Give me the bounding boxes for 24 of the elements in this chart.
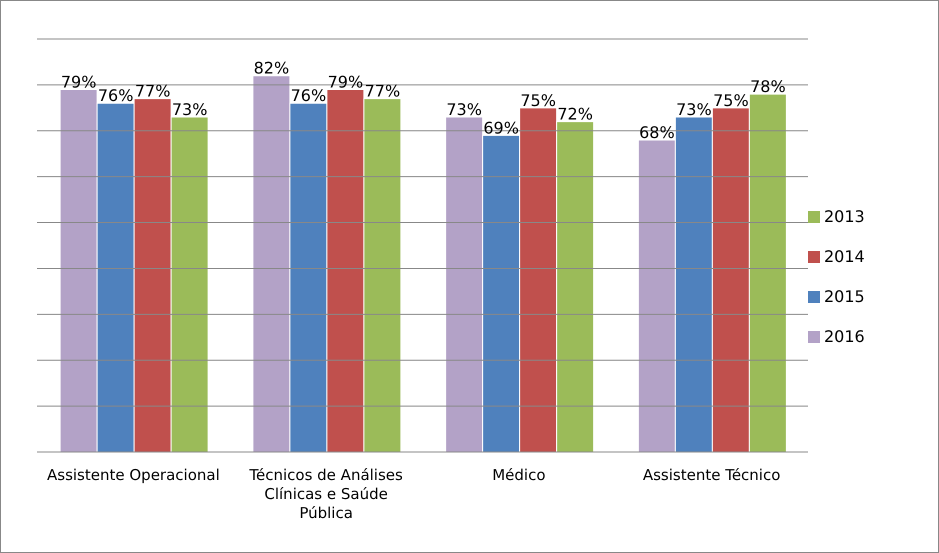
legend-label: 2013 xyxy=(824,206,865,226)
data-label: 73% xyxy=(446,100,482,120)
data-label: 69% xyxy=(483,118,519,138)
data-label: 68% xyxy=(639,122,675,142)
x-tick-label: Assistente Operacional xyxy=(47,466,220,484)
legend-label: 2015 xyxy=(824,286,865,306)
data-label: 79% xyxy=(60,72,96,92)
x-tick-label: Médico xyxy=(492,466,546,484)
legend-label: 2016 xyxy=(824,326,865,346)
data-label: 76% xyxy=(98,86,134,106)
x-tick-label: Técnicos de Análises Clínicas e Saúde Pública xyxy=(248,466,404,522)
legend-label: 2014 xyxy=(824,246,865,266)
data-label: 76% xyxy=(290,86,326,106)
data-label: 75% xyxy=(520,90,556,110)
data-label: 72% xyxy=(557,104,593,124)
data-label: 75% xyxy=(713,90,749,110)
x-tick-label: Assistente Técnico xyxy=(642,466,780,484)
data-label: 77% xyxy=(364,82,400,101)
data-label: 73% xyxy=(172,100,208,120)
data-label: 73% xyxy=(676,100,712,120)
data-label: 78% xyxy=(750,77,786,96)
data-label: 82% xyxy=(254,58,290,78)
data-label: 79% xyxy=(328,72,364,92)
data-label: 77% xyxy=(134,82,170,101)
